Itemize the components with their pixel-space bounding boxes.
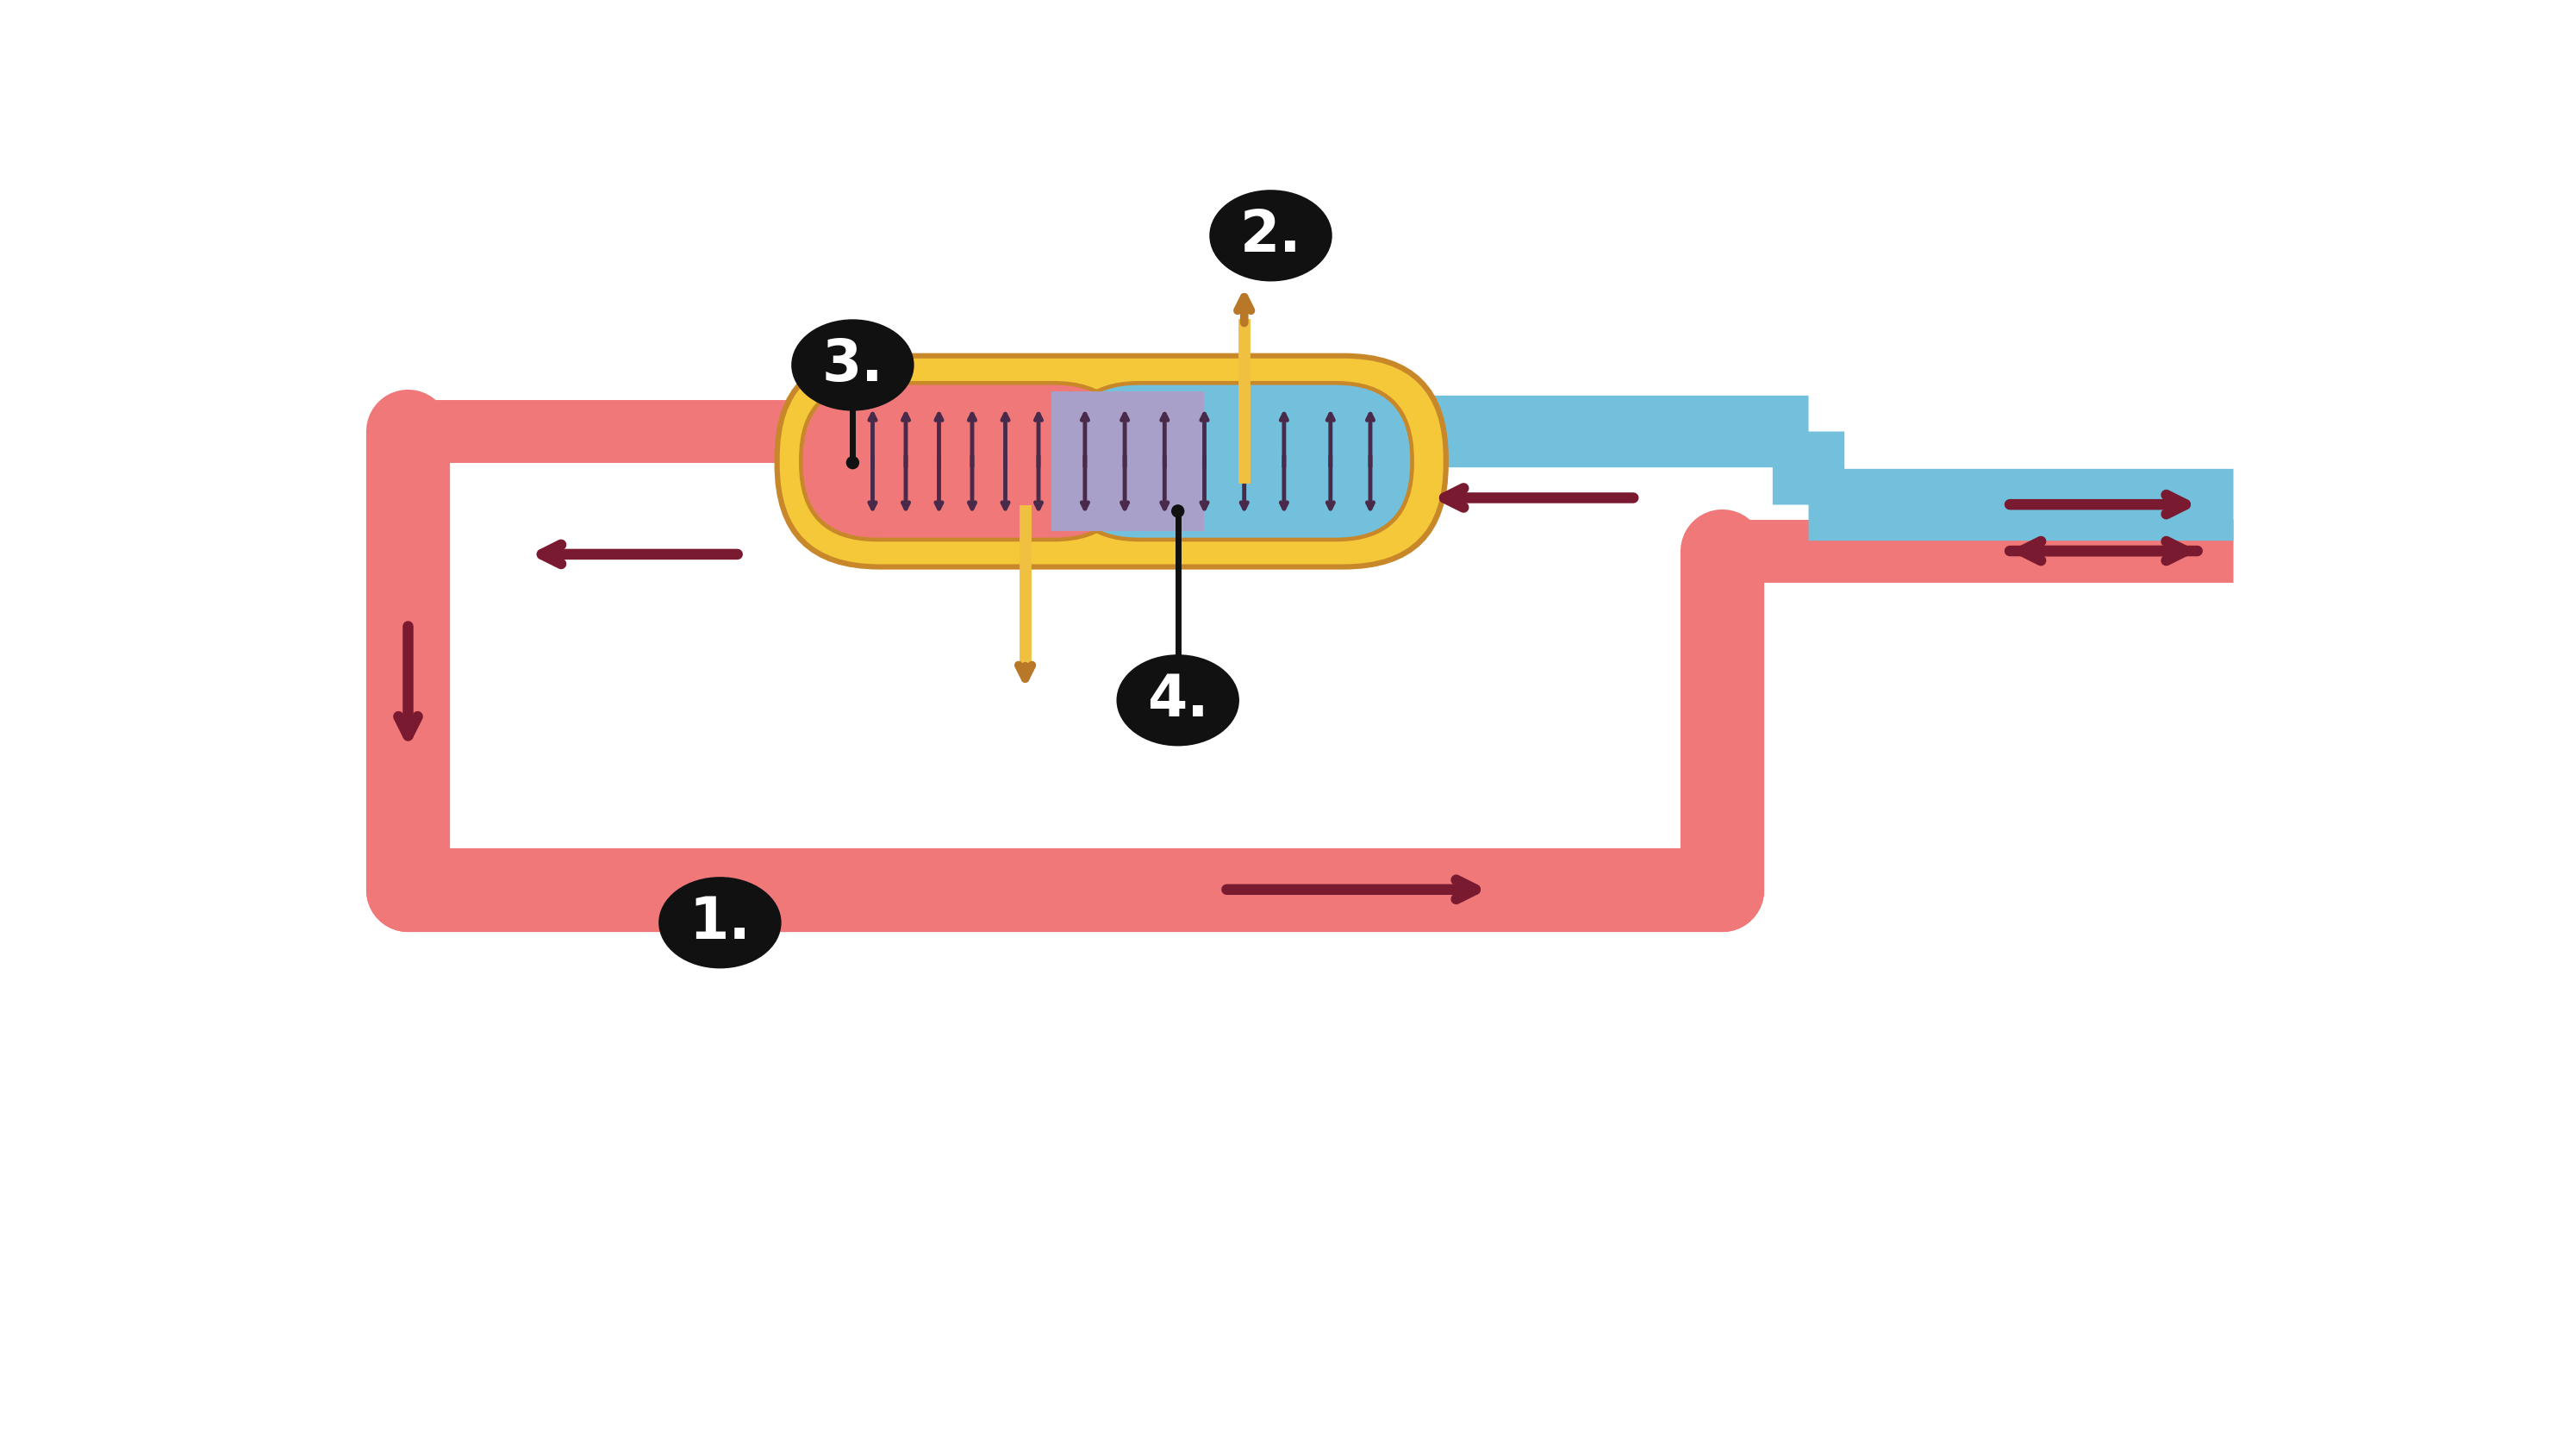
Ellipse shape: [1115, 654, 1239, 746]
Text: 4.: 4.: [1146, 672, 1208, 729]
Ellipse shape: [1172, 505, 1185, 518]
FancyBboxPatch shape: [799, 381, 1131, 542]
FancyBboxPatch shape: [1064, 385, 1409, 538]
Ellipse shape: [659, 877, 781, 968]
Text: 1.: 1.: [688, 894, 750, 951]
Bar: [1051, 391, 1206, 531]
Ellipse shape: [1208, 190, 1332, 282]
FancyBboxPatch shape: [781, 358, 1443, 564]
Text: 3.: 3.: [822, 336, 884, 394]
FancyBboxPatch shape: [775, 354, 1448, 569]
Ellipse shape: [791, 319, 914, 411]
Text: 2.: 2.: [1239, 207, 1301, 265]
FancyBboxPatch shape: [1061, 381, 1414, 542]
Ellipse shape: [845, 456, 860, 469]
FancyBboxPatch shape: [804, 385, 1128, 538]
